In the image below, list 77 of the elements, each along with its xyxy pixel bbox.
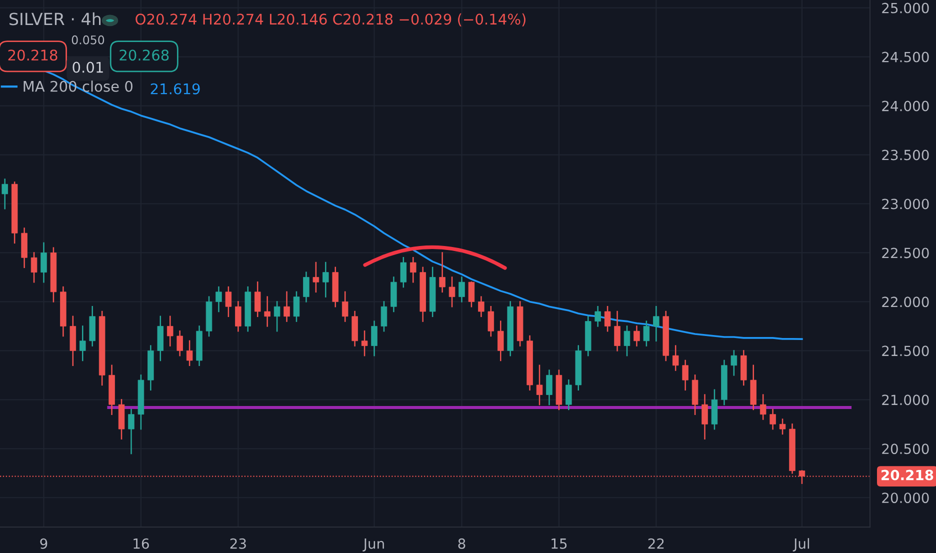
candlestick	[566, 379, 572, 410]
y-tick-label: 25.000	[882, 2, 929, 14]
annotation: O20.274 H20.274 L20.146 C20.218 −0.029 (−0.14%)	[136, 13, 526, 26]
candlestick	[361, 330, 368, 356]
legend-label: MA 200 close 0	[24, 80, 132, 92]
x-tick-label: Jun	[362, 538, 384, 552]
y-tick-label: 20.000	[882, 492, 929, 504]
candlestick	[760, 394, 766, 420]
candlestick	[30, 252, 38, 283]
candlestick	[166, 316, 174, 346]
candlestick	[342, 291, 348, 322]
candlestick	[468, 281, 475, 308]
x-tick-label: 8	[458, 538, 466, 549]
x-tick-label: 16	[134, 538, 149, 549]
y-tick-label: 20.500	[882, 444, 929, 454]
candlestick	[254, 281, 261, 318]
candlestick	[284, 291, 290, 322]
y-tick-label: 21.500	[882, 346, 929, 356]
candlestick	[546, 370, 552, 406]
y-tick-label: 24.000	[882, 100, 929, 112]
candlestick	[2, 178, 8, 210]
candlestick	[293, 291, 300, 322]
candlestick	[380, 301, 388, 332]
y-tick-label: 23.500	[882, 150, 929, 160]
annotation: 0.01	[72, 62, 103, 73]
x-tick-label: Jul	[792, 538, 810, 552]
candlestick	[634, 326, 640, 346]
candlestick	[264, 296, 270, 327]
y-tick-label: 21.000	[882, 394, 929, 406]
x-tick-label: 23	[230, 538, 246, 549]
text: SILVER · 4h	[10, 12, 101, 26]
annotation: 20.218	[8, 50, 58, 61]
candlestick	[439, 252, 446, 293]
annotation: 20.268	[120, 50, 169, 61]
candlestick	[478, 296, 484, 318]
candlestick	[235, 301, 242, 332]
candlestick	[128, 408, 134, 454]
candlestick	[40, 242, 47, 283]
x-tick-label: 15	[552, 538, 567, 549]
candlestick	[770, 408, 776, 430]
candlestick	[643, 320, 650, 346]
candlestick	[536, 364, 543, 406]
candlestick	[274, 301, 280, 332]
candlestick	[312, 262, 320, 293]
candlestick	[448, 276, 456, 308]
x-tick-label: 22	[648, 538, 664, 549]
y-tick-label: 24.500	[882, 52, 929, 62]
candlestick	[779, 418, 786, 435]
candlestick	[186, 340, 193, 366]
candlestick	[604, 306, 611, 332]
candlestick	[216, 286, 222, 312]
candlestick	[702, 394, 708, 440]
annotation: 0.050	[72, 35, 104, 44]
candlestick	[371, 320, 378, 356]
ref-line-label: 20.218	[882, 470, 934, 480]
candlestick	[176, 330, 183, 356]
candlestick	[410, 257, 416, 283]
candlestick	[594, 306, 601, 327]
candlestick	[624, 326, 630, 356]
y-tick-label: 22.500	[882, 248, 929, 258]
candlestick	[400, 257, 407, 288]
candlestick	[672, 345, 679, 371]
candlestick	[653, 306, 660, 342]
annotation: 21.619	[150, 83, 200, 94]
candlestick	[458, 276, 465, 302]
candlestick	[225, 286, 232, 318]
candlestick	[322, 262, 329, 298]
candlestick	[614, 310, 620, 352]
candlestick	[682, 360, 688, 390]
candlestick	[497, 320, 504, 362]
candlestick	[303, 272, 310, 302]
candlestick	[730, 350, 738, 376]
y-tick-label: 23.000	[882, 198, 929, 210]
candlestick	[80, 326, 86, 362]
candlestick	[488, 306, 494, 337]
y-tick-label: 22.000	[882, 296, 929, 308]
x-tick-label: 9	[40, 538, 48, 549]
